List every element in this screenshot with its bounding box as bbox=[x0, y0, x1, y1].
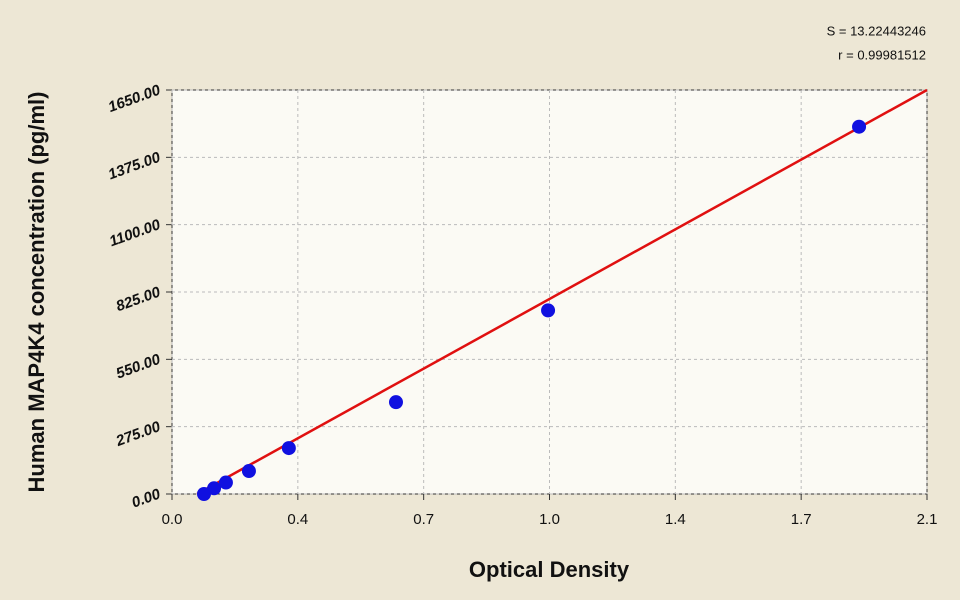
y-tick-label: 275.00 bbox=[113, 418, 163, 450]
y-axis-label: Human MAP4K4 concentration (pg/ml) bbox=[24, 92, 49, 493]
fit-line bbox=[196, 88, 928, 496]
y-tick-label: 550.00 bbox=[114, 351, 164, 383]
annotation: S = 13.22443246 bbox=[827, 23, 926, 38]
y-tick-label: 825.00 bbox=[114, 283, 164, 315]
x-axis-label: Optical Density bbox=[469, 557, 630, 582]
x-tick-label: 0.0 bbox=[162, 511, 183, 528]
x-tick-label: 1.7 bbox=[791, 511, 812, 528]
annotation: r = 0.99981512 bbox=[838, 47, 926, 62]
data-point bbox=[852, 119, 867, 134]
data-point bbox=[207, 481, 222, 496]
x-tick-label: 1.4 bbox=[665, 511, 686, 528]
y-tick-label: 1375.00 bbox=[106, 149, 163, 184]
data-point bbox=[541, 303, 556, 318]
y-tick-label: 1100.00 bbox=[107, 216, 163, 250]
data-point bbox=[281, 441, 296, 456]
y-tick-label: 0.00 bbox=[129, 485, 163, 511]
data-point bbox=[241, 464, 256, 479]
x-tick-label: 0.4 bbox=[287, 511, 308, 528]
x-tick-label: 2.1 bbox=[917, 511, 938, 528]
y-tick-label: 1650.00 bbox=[106, 81, 163, 116]
data-point bbox=[218, 475, 233, 490]
x-tick-label: 1.0 bbox=[539, 511, 560, 528]
data-point bbox=[388, 395, 403, 410]
x-tick-label: 0.7 bbox=[413, 511, 434, 528]
